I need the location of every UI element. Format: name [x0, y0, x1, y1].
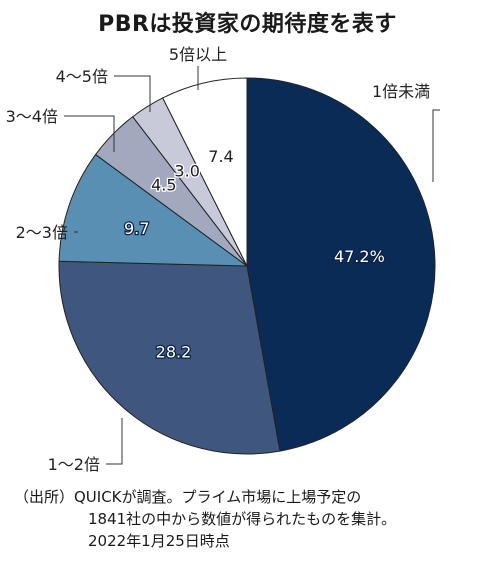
category-label-3: 2～3倍 — [16, 223, 68, 242]
leader-line-5 — [114, 75, 151, 112]
value-label-6: 7.4 — [208, 147, 233, 166]
category-label-5: 4～5倍 — [56, 67, 108, 86]
value-label-4: 4.5 — [151, 175, 176, 194]
category-label-6: 5倍以上 — [169, 45, 227, 64]
pie-chart: 1倍未満 1～2倍 2～3倍 3～4倍 4～5倍 5倍以上 47.2% 28.2 9.7 4.5… — [6, 45, 440, 474]
pie-slice-6 — [162, 77, 248, 267]
value-label-3: 9.7 — [124, 219, 149, 238]
value-label-2: 28.2 — [156, 343, 192, 362]
source-line-2: 1841社の中から数値が得られたものを集計。 — [88, 510, 397, 528]
pie-slices — [58, 77, 436, 455]
value-labels: 47.2% 28.2 9.7 4.53.0 7.4 — [123, 146, 386, 363]
category-label-2: 1～2倍 — [48, 455, 100, 474]
category-labels: 1倍未満 1～2倍 2～3倍 3～4倍 4～5倍 5倍以上 — [6, 45, 431, 474]
leader-line-4 — [64, 115, 115, 152]
pie-slice-1 — [246, 77, 436, 452]
source-note: （出所）QUICKが調査。プライム市場に上場予定の 1841社の中から数値が得ら… — [14, 486, 484, 552]
leader-line-2 — [106, 418, 123, 465]
leader-lines — [64, 66, 440, 465]
source-line-1: （出所）QUICKが調査。プライム市場に上場予定の — [14, 488, 362, 506]
category-label-1: 1倍未満 — [372, 82, 430, 101]
source-line-3: 2022年1月25日時点 — [88, 532, 230, 550]
pie-slice-2 — [58, 260, 281, 455]
value-label-1: 47.2% — [334, 247, 385, 266]
value-label-5: 3.0 — [174, 161, 199, 180]
leader-line-1 — [432, 109, 440, 182]
pie-slice-3 — [58, 153, 249, 267]
chart-title: PBRは投資家の期待度を表す — [98, 12, 397, 37]
category-label-4: 3～4倍 — [6, 107, 58, 126]
